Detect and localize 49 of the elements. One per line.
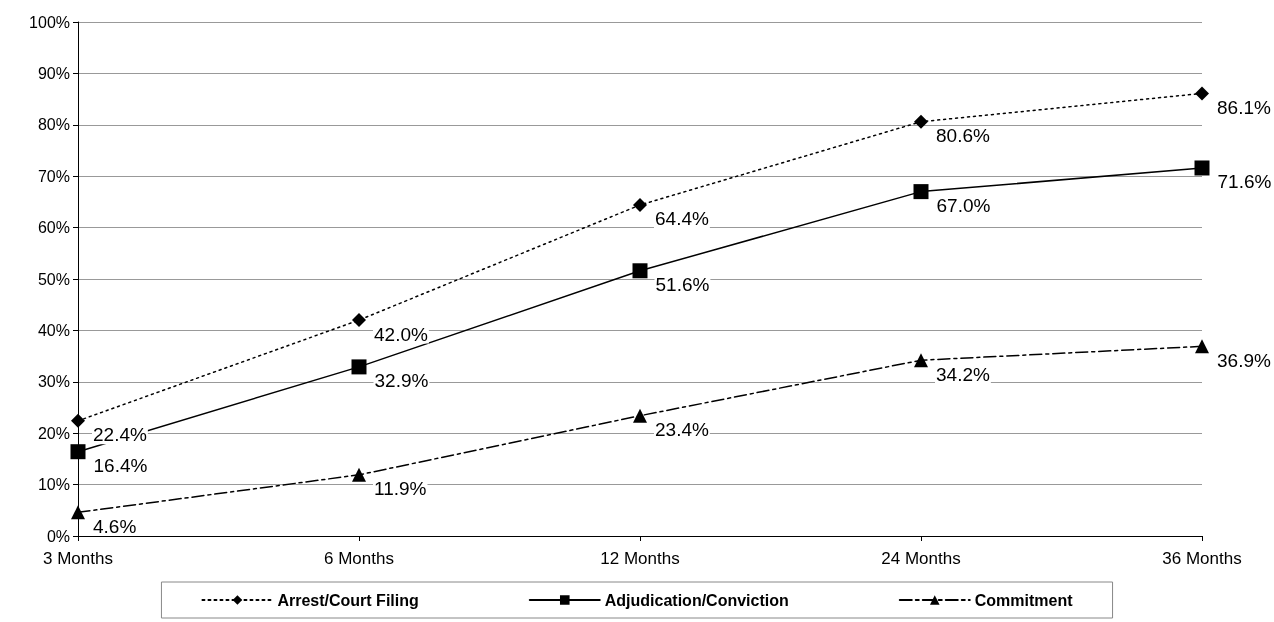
x-tick-label: 6 Months — [324, 549, 394, 568]
point — [632, 263, 648, 279]
legend-label: Adjudication/Conviction — [604, 591, 789, 609]
data-label: 34.2% — [936, 363, 990, 385]
point — [633, 408, 647, 423]
y-tick-label: 70% — [37, 167, 70, 185]
y-tick-label: 40% — [37, 321, 70, 339]
data-label: 22.4% — [93, 424, 147, 446]
point — [914, 114, 928, 129]
legend-label: Commitment — [974, 591, 1074, 609]
point — [351, 359, 367, 375]
y-tick-label: 80% — [37, 116, 70, 134]
data-label: 4.6% — [93, 515, 137, 537]
x-tick-label: 3 Months — [43, 549, 113, 568]
data-label: 32.9% — [374, 370, 429, 392]
point — [352, 467, 366, 482]
legend-label: Arrest/Court Filing — [277, 591, 419, 609]
y-tick-label: 0% — [46, 527, 70, 545]
y-tick-label: 10% — [37, 476, 70, 494]
y-tick-label: 100% — [29, 13, 70, 31]
data-label: 11.9% — [374, 478, 427, 500]
point — [913, 184, 929, 200]
data-label: 36.9% — [1217, 349, 1271, 371]
point — [914, 353, 928, 368]
data-label: 51.6% — [655, 274, 710, 296]
y-tick-label: 50% — [37, 270, 70, 288]
y-tick-label: 30% — [37, 373, 70, 391]
point — [71, 505, 85, 520]
data-label: 80.6% — [936, 125, 990, 147]
data-label: 86.1% — [1217, 96, 1271, 118]
x-tick-label: 36 Months — [1162, 549, 1242, 568]
data-label: 16.4% — [93, 455, 148, 477]
point — [71, 413, 85, 428]
point — [633, 197, 647, 212]
x-tick-label: 24 Months — [881, 549, 961, 568]
data-label: 67.0% — [936, 195, 991, 217]
y-tick-label: 20% — [37, 424, 70, 442]
data-label: 42.0% — [374, 323, 428, 345]
data-label: 64.4% — [655, 208, 709, 230]
y-tick-label: 60% — [37, 219, 70, 237]
y-tick-label: 90% — [37, 64, 70, 82]
data-label: 71.6% — [1217, 171, 1272, 193]
point — [70, 444, 86, 460]
point — [1195, 86, 1209, 101]
point — [352, 313, 366, 328]
point — [1195, 339, 1209, 354]
x-tick-label: 12 Months — [600, 549, 680, 568]
point — [1194, 160, 1210, 176]
data-label: 23.4% — [655, 419, 709, 441]
